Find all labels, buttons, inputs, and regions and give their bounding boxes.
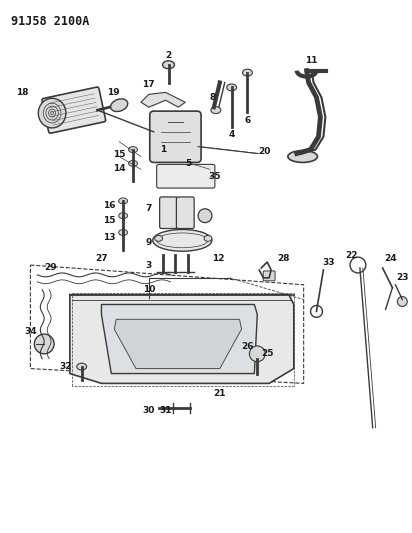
Text: 15: 15 [103,216,116,225]
FancyBboxPatch shape [176,197,194,229]
Text: 8: 8 [210,93,216,102]
Ellipse shape [119,213,128,219]
Circle shape [249,346,265,362]
FancyBboxPatch shape [159,197,178,229]
Ellipse shape [243,69,253,76]
Text: 25: 25 [261,349,274,358]
Text: 14: 14 [113,164,126,173]
FancyBboxPatch shape [42,87,105,133]
Ellipse shape [110,99,128,111]
Polygon shape [141,92,185,107]
FancyBboxPatch shape [263,271,275,281]
Text: 13: 13 [103,233,116,242]
Text: 7: 7 [145,204,152,213]
Text: 26: 26 [241,342,254,351]
Text: 12: 12 [212,254,224,263]
FancyBboxPatch shape [157,164,215,188]
Ellipse shape [77,363,87,370]
Ellipse shape [204,236,212,241]
Text: 9: 9 [145,238,152,247]
Polygon shape [70,295,294,383]
Text: 29: 29 [44,263,56,272]
Text: 18: 18 [16,88,29,97]
Text: 21: 21 [213,389,226,398]
Polygon shape [101,304,258,374]
Circle shape [398,296,407,306]
Text: 34: 34 [24,327,37,336]
Text: 2: 2 [165,51,172,60]
Ellipse shape [129,147,138,152]
Text: 3: 3 [146,261,152,270]
Text: 10: 10 [143,285,155,294]
Text: 30: 30 [143,406,155,415]
Text: 20: 20 [258,147,270,156]
Text: 33: 33 [322,257,335,266]
Text: 16: 16 [103,201,116,211]
Text: 6: 6 [244,116,250,125]
Text: 24: 24 [384,254,397,263]
Text: 1: 1 [160,145,167,154]
Text: 28: 28 [278,254,290,263]
Ellipse shape [211,107,221,114]
Ellipse shape [129,160,138,166]
Ellipse shape [38,98,66,128]
Polygon shape [114,319,241,369]
Text: 22: 22 [345,251,357,260]
Text: 35: 35 [208,172,221,181]
FancyBboxPatch shape [150,111,201,163]
Ellipse shape [154,236,163,241]
Text: 31: 31 [159,406,172,415]
Text: 11: 11 [305,56,318,66]
Ellipse shape [153,230,212,251]
Text: 91J58 2100A: 91J58 2100A [11,15,89,28]
Text: 23: 23 [396,273,409,282]
Ellipse shape [119,198,128,204]
Text: 17: 17 [143,80,155,89]
Ellipse shape [227,84,236,91]
Ellipse shape [163,61,174,69]
Text: 19: 19 [107,88,119,97]
Text: 27: 27 [95,254,108,263]
Ellipse shape [198,209,212,223]
Text: 4: 4 [229,130,235,139]
Text: 32: 32 [60,362,72,371]
Text: 15: 15 [113,150,125,159]
Ellipse shape [288,151,318,163]
Text: 5: 5 [185,159,191,168]
Circle shape [34,334,54,354]
Ellipse shape [119,230,128,236]
